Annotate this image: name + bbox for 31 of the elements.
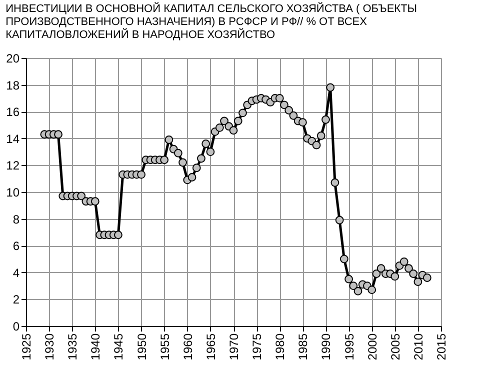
x-tick-label: 1975 xyxy=(250,333,264,360)
x-tick-label: 1925 xyxy=(20,333,34,360)
x-tick-label: 1940 xyxy=(88,333,103,360)
y-tick-label: 10 xyxy=(6,186,20,200)
y-tick-label: 14 xyxy=(6,132,20,146)
x-tick-label: 1980 xyxy=(273,333,288,360)
x-tick-label: 1950 xyxy=(134,333,149,360)
x-tick-label: 1935 xyxy=(66,333,80,360)
y-tick-label: 6 xyxy=(12,239,20,254)
y-tick-label: 12 xyxy=(6,158,20,173)
chart-title: ИНВЕСТИЦИИ В ОСНОВНОЙ КАПИТАЛ СЕЛЬСКОГО ХОЗЯЙСТВА ( ОБЪЕКТЫ ПРОИЗВОДСТВЕННОГО НАЗНАЧЕНИЯ) В РСФСР И РФ// % ОТ ВСЕХ КАПИТАЛОВЛОЖЕНИЙ В НАРОДНОЕ ХОЗЯЙСТВО xyxy=(6,2,418,41)
y-tick-label: 0 xyxy=(12,320,20,334)
x-tick-label: 1955 xyxy=(158,333,172,360)
y-tick-label: 2 xyxy=(12,292,20,307)
y-tick-label: 18 xyxy=(6,78,20,92)
x-tick-label: 1985 xyxy=(296,333,310,360)
x-tick-label: 1960 xyxy=(180,333,195,360)
x-tick-label: 2010 xyxy=(411,333,426,360)
y-tick-label: 4 xyxy=(12,266,20,280)
x-tick-label: 1945 xyxy=(112,333,126,360)
x-tick-label: 1930 xyxy=(42,333,57,360)
y-tick-label: 16 xyxy=(6,105,20,120)
x-tick-label: 2005 xyxy=(388,333,402,360)
y-tick-label: 20 xyxy=(6,52,20,66)
x-tick-label: 1970 xyxy=(227,333,241,360)
x-tick-label: 1965 xyxy=(204,333,218,360)
y-tick-label: 8 xyxy=(12,212,20,226)
x-tick-label: 2000 xyxy=(365,333,380,360)
x-tick-label: 1990 xyxy=(319,333,334,360)
x-tick-label: 1995 xyxy=(342,333,356,360)
x-tick-label: 2015 xyxy=(434,333,448,360)
